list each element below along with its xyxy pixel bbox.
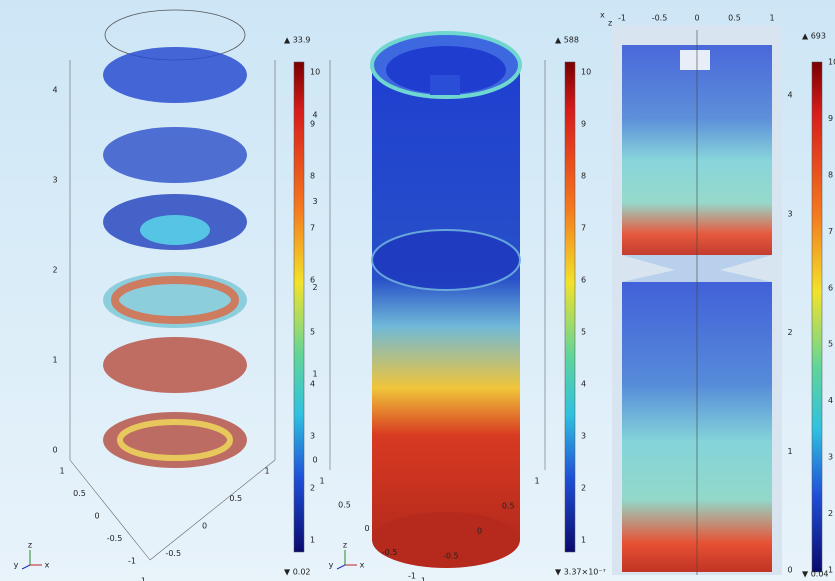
y-tick-label: -1	[418, 577, 426, 581]
z-tick-label: 3	[787, 209, 792, 218]
y-tick-label: 0.5	[229, 494, 242, 503]
colorbar-tick-label: 1	[310, 536, 315, 545]
y-tick-label: -1	[138, 577, 146, 581]
x-tick-label: -1	[128, 557, 136, 566]
colorbar-tick-label: 10	[581, 68, 591, 77]
colorbar-tick-label: 3	[828, 453, 833, 462]
colorbar-tick-label: 1	[581, 536, 586, 545]
z-tick-label: 3	[312, 197, 317, 206]
colorbar-tick-label: 9	[310, 120, 315, 129]
colorbar-tick-label: 9	[581, 120, 586, 129]
colorbar-tick-label: 5	[828, 340, 833, 349]
z-tick-label: 0	[312, 456, 317, 465]
colorbar-tick-label: 8	[310, 172, 315, 181]
triad-label: x	[45, 561, 50, 570]
x-tick-label: 0.5	[338, 500, 351, 509]
min-label: ▼ 0.04	[802, 570, 829, 579]
x-tick-label: -0.5	[382, 548, 398, 557]
colorbar-tick-label: 2	[310, 484, 315, 493]
colorbar-tick-label: 10	[310, 68, 320, 77]
y-tick-label: 1	[534, 477, 539, 486]
triad-label: y	[329, 561, 334, 570]
min-label: ▼ 0.02	[284, 568, 311, 577]
colorbar-tick-label: 7	[310, 224, 315, 233]
z-tick-label: 2	[787, 328, 792, 337]
colorbar	[565, 62, 575, 552]
colorbar-tick-label: 2	[581, 484, 586, 493]
max-label: ▲ 588	[555, 36, 579, 45]
colorbar-tick-label: 3	[310, 432, 315, 441]
colorbar-tick-label: 7	[828, 227, 833, 236]
colorbar-tick-label: 8	[581, 172, 586, 181]
axis-label: x	[600, 11, 605, 20]
z-tick-label: 1	[787, 447, 792, 456]
x-tick-label: 1	[59, 467, 64, 476]
x-tick-label: 1	[319, 477, 324, 486]
y-tick-label: 0	[202, 522, 207, 531]
x-tick-label: -0.5	[107, 534, 123, 543]
colorbar-tick-label: 2	[828, 509, 833, 518]
z-tick-label: 4	[52, 86, 57, 95]
y-tick-label: -0.5	[443, 552, 459, 561]
panel-3-model	[612, 25, 782, 575]
x-tick-label: 0	[694, 14, 699, 23]
colorbar-tick-label: 4	[310, 380, 315, 389]
z-tick-label: 2	[312, 283, 317, 292]
colorbar-tick-label: 6	[828, 283, 833, 292]
max-label: ▲ 693	[802, 32, 826, 41]
y-tick-label: -0.5	[165, 549, 181, 558]
colorbar	[294, 62, 304, 552]
colorbar-tick-label: 3	[581, 432, 586, 441]
min-label: ▼ 3.37×10⁻⁷	[555, 568, 606, 577]
max-label: ▲ 33.9	[284, 36, 311, 45]
x-tick-label: 0.5	[728, 14, 741, 23]
colorbar-tick-label: 5	[581, 328, 586, 337]
x-tick-label: 0.5	[73, 489, 86, 498]
screenshot: ▲ 33.9▼ 0.02109876543214321010.50-0.5-1-…	[0, 0, 835, 581]
z-tick-label: 1	[312, 369, 317, 378]
colorbar-tick-label: 6	[581, 276, 586, 285]
y-tick-label: 1	[264, 467, 269, 476]
x-tick-label: 1	[769, 14, 774, 23]
colorbar-tick-label: 10	[828, 58, 835, 67]
colorbar-tick-label: 9	[828, 114, 833, 123]
x-tick-label: 0	[364, 524, 369, 533]
colorbar-tick-label: 1	[828, 566, 833, 575]
colorbar-tick-label: 4	[828, 396, 833, 405]
z-tick-label: 4	[787, 91, 792, 100]
triad-label: z	[28, 541, 32, 550]
triad-label: z	[343, 541, 347, 550]
z-tick-label: 0	[787, 566, 792, 575]
colorbar-tick-label: 4	[581, 380, 586, 389]
y-tick-label: 0.5	[502, 502, 515, 511]
x-tick-label: -1	[618, 14, 626, 23]
z-tick-label: 3	[52, 176, 57, 185]
y-tick-label: 0	[477, 527, 482, 536]
triad-label: y	[14, 561, 19, 570]
x-tick-label: -1	[408, 572, 416, 581]
z-tick-label: 1	[52, 356, 57, 365]
colorbar-tick-label: 5	[310, 328, 315, 337]
triad-label: x	[360, 561, 365, 570]
axis-label: z	[608, 19, 612, 28]
colorbar	[812, 62, 822, 572]
colorbar-tick-label: 7	[581, 224, 586, 233]
colorbar-tick-label: 8	[828, 170, 833, 179]
x-tick-label: 0	[94, 512, 99, 521]
z-tick-label: 4	[312, 111, 317, 120]
z-tick-label: 2	[52, 266, 57, 275]
z-tick-label: 0	[52, 446, 57, 455]
x-tick-label: -0.5	[652, 14, 668, 23]
